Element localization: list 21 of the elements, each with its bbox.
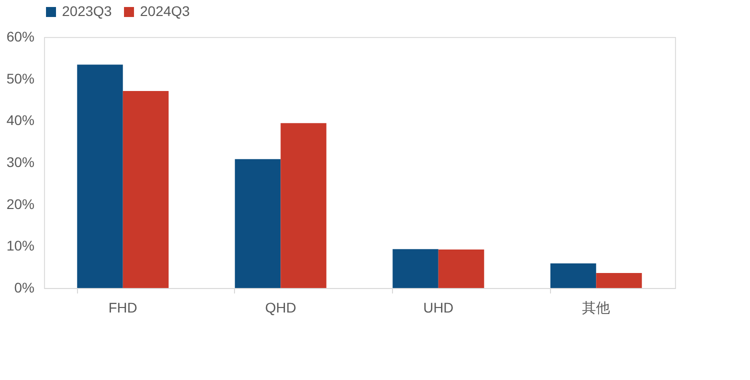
y-tick-label: 60%: [6, 28, 34, 44]
bar: [438, 250, 484, 288]
y-tick-label: 10%: [6, 238, 34, 254]
bar: [596, 272, 642, 288]
y-tick-label: 30%: [6, 154, 34, 170]
y-tick-label: 20%: [6, 196, 34, 212]
x-tick-label: UHD: [423, 300, 454, 316]
x-tick-label: 其他: [582, 300, 610, 316]
y-tick-label: 50%: [6, 70, 34, 86]
bar: [392, 249, 438, 288]
bar: [280, 123, 326, 288]
bar: [234, 159, 281, 288]
bar: [550, 263, 596, 288]
y-tick-label: 40%: [6, 112, 34, 128]
x-tick-label: QHD: [265, 300, 296, 316]
bar: [77, 64, 123, 288]
legend-label: 2024Q3: [140, 3, 190, 19]
bar: [122, 90, 169, 288]
x-tick-label: FHD: [108, 300, 138, 316]
legend-label: 2023Q3: [62, 3, 112, 19]
y-tick-label: 0%: [14, 280, 34, 296]
